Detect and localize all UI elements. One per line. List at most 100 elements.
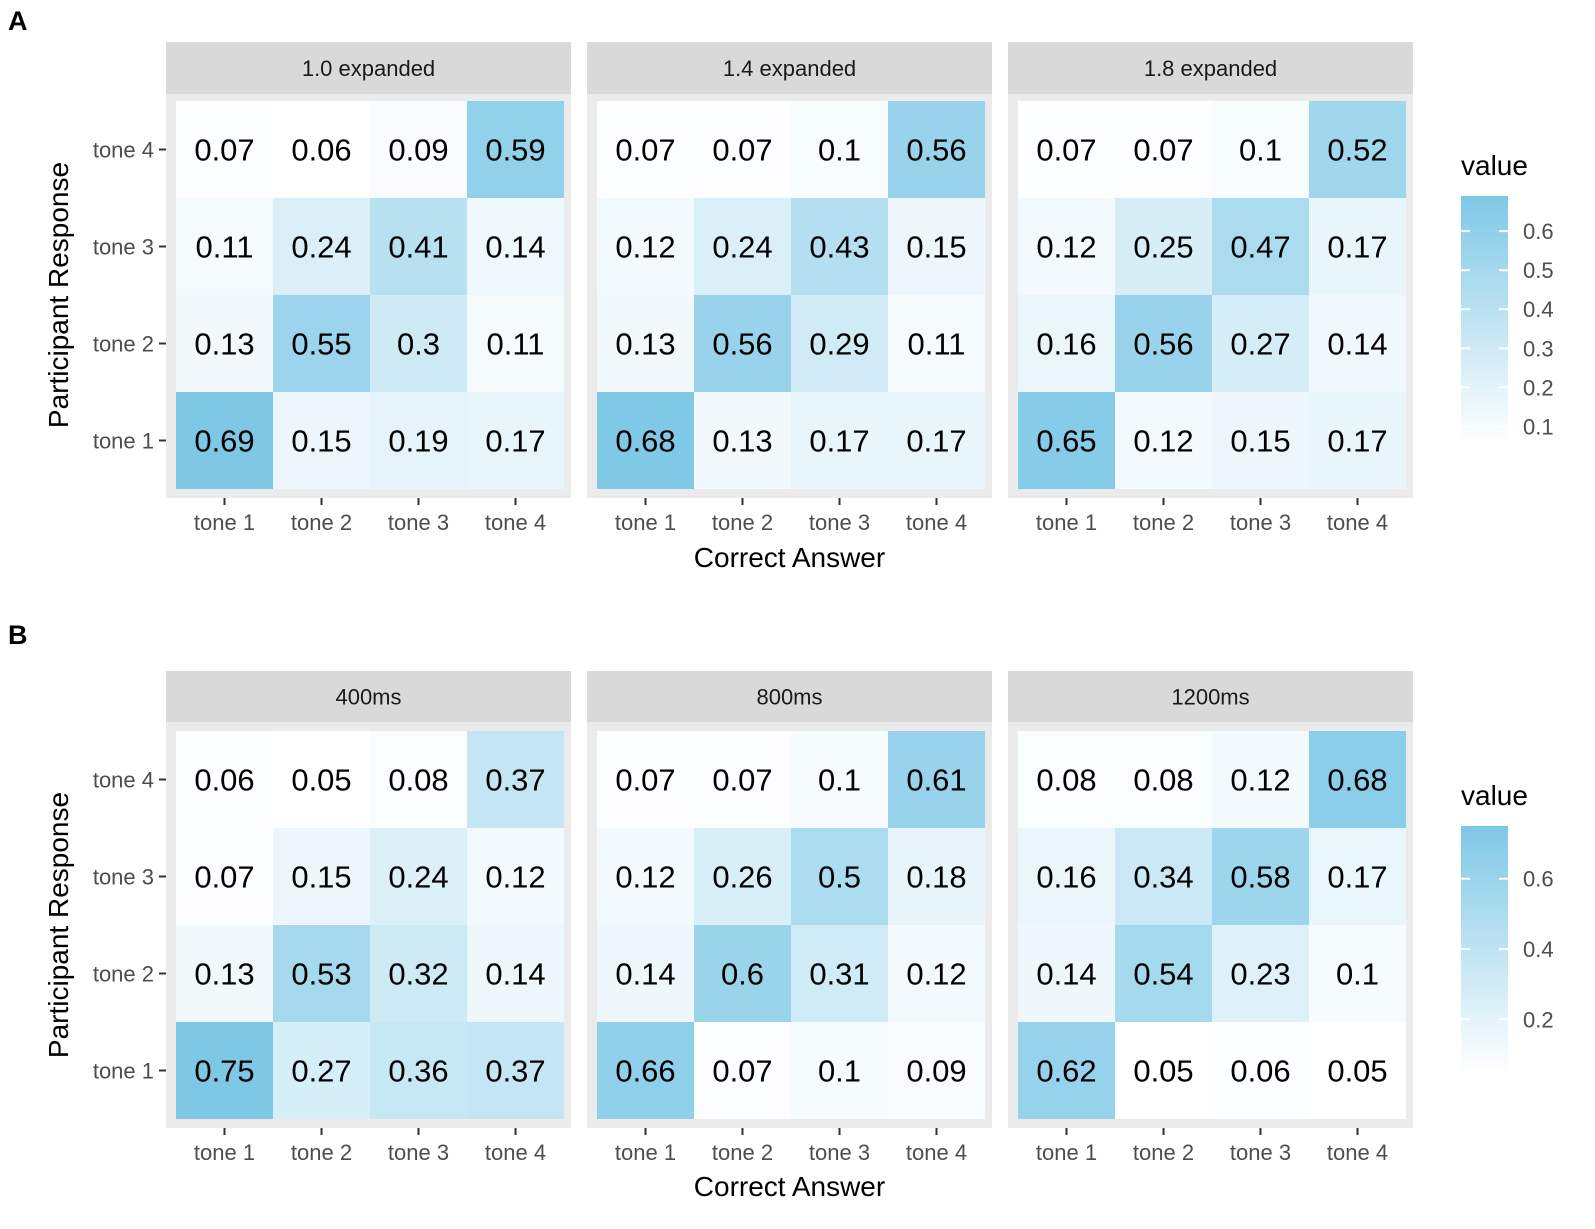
tile-value-label: 0.24 — [291, 230, 351, 265]
heatmap-tile — [791, 925, 888, 1022]
heatmap-tile — [1212, 1022, 1309, 1119]
facet-strip — [1008, 42, 1413, 94]
heatmap-tile — [467, 1022, 564, 1119]
heatmap-tile — [791, 731, 888, 828]
tile-value-label: 0.06 — [194, 763, 254, 798]
x-tick-label: tone 4 — [906, 510, 967, 535]
tile-value-label: 0.58 — [1230, 860, 1290, 895]
x-tick-label: tone 1 — [1036, 1140, 1097, 1165]
heatmap-tile — [888, 392, 985, 489]
heatmap-tile — [1212, 392, 1309, 489]
tile-value-label: 0.11 — [907, 327, 965, 362]
tile-value-label: 0.07 — [712, 763, 772, 798]
facet-label: 1200ms — [1171, 685, 1249, 710]
tile-value-label: 0.14 — [615, 957, 675, 992]
heatmap-tile — [1212, 295, 1309, 392]
tile-value-label: 0.07 — [712, 1054, 772, 1089]
facet-label: 1.4 expanded — [723, 56, 856, 81]
legend-colorbar — [1461, 196, 1508, 442]
heatmap-tile — [888, 731, 985, 828]
heatmap-tile — [1309, 392, 1406, 489]
heatmap-tile — [1018, 392, 1115, 489]
tile-value-label: 0.31 — [809, 957, 869, 992]
tile-value-label: 0.09 — [906, 1054, 966, 1089]
heatmap-tile — [694, 1022, 791, 1119]
panel-letter: B — [8, 620, 28, 650]
tile-value-label: 0.07 — [615, 133, 675, 168]
x-tick-label: tone 1 — [194, 510, 255, 535]
heatmap-tile — [176, 198, 273, 295]
heatmap-tile — [370, 392, 467, 489]
heatmap-tile — [273, 828, 370, 925]
heatmap-tile — [1018, 828, 1115, 925]
tile-value-label: 0.12 — [615, 860, 675, 895]
heatmap-tile — [791, 1022, 888, 1119]
tile-value-label: 0.65 — [1036, 424, 1096, 459]
tile-value-label: 0.62 — [1036, 1054, 1096, 1089]
tile-value-label: 0.6 — [721, 957, 764, 992]
heatmap-tile — [597, 828, 694, 925]
heatmap-tile — [694, 925, 791, 1022]
tile-value-label: 0.12 — [485, 860, 545, 895]
x-axis-title: Correct Answer — [694, 1171, 885, 1202]
x-axis-title: Correct Answer — [694, 542, 885, 573]
y-axis-title: Participant Response — [43, 162, 74, 428]
heatmap-tile — [597, 198, 694, 295]
x-tick-label: tone 2 — [291, 510, 352, 535]
heatmap-tile — [888, 1022, 985, 1119]
heatmap-tile — [370, 295, 467, 392]
facet-strip — [166, 671, 571, 722]
heatmap-tile — [694, 198, 791, 295]
heatmap-tile — [273, 295, 370, 392]
tile-value-label: 0.15 — [291, 424, 351, 459]
heatmap-tile — [273, 101, 370, 198]
heatmap-tile — [370, 198, 467, 295]
heatmap-tile — [467, 925, 564, 1022]
x-tick-label: tone 4 — [485, 510, 546, 535]
tile-value-label: 0.1 — [818, 133, 861, 168]
tile-value-label: 0.25 — [1133, 230, 1193, 265]
heatmap-tile — [888, 101, 985, 198]
x-tick-label: tone 2 — [291, 1140, 352, 1165]
heatmap-tile — [791, 295, 888, 392]
heatmap-tile — [1018, 101, 1115, 198]
tile-value-label: 0.16 — [1036, 327, 1096, 362]
tile-value-label: 0.54 — [1133, 957, 1193, 992]
tile-value-label: 0.27 — [291, 1054, 351, 1089]
tile-value-label: 0.24 — [712, 230, 772, 265]
tile-value-label: 0.17 — [1327, 424, 1387, 459]
tile-value-label: 0.16 — [1036, 860, 1096, 895]
heatmap-tile — [1115, 295, 1212, 392]
tile-value-label: 0.08 — [1133, 763, 1193, 798]
heatmap-tile — [888, 925, 985, 1022]
tile-value-label: 0.08 — [388, 763, 448, 798]
tile-value-label: 0.29 — [809, 327, 869, 362]
tile-value-label: 0.08 — [1036, 763, 1096, 798]
tile-value-label: 0.47 — [1230, 230, 1290, 265]
heatmap-tile — [1212, 925, 1309, 1022]
x-tick-label: tone 3 — [1230, 1140, 1291, 1165]
tile-value-label: 0.11 — [195, 230, 253, 265]
heatmap-tile — [467, 828, 564, 925]
tile-value-label: 0.55 — [291, 327, 351, 362]
heatmap-tile — [888, 295, 985, 392]
heatmap-tile — [1115, 198, 1212, 295]
heatmap-tile — [791, 198, 888, 295]
tile-value-label: 0.23 — [1230, 957, 1290, 992]
heatmap-tile — [1309, 295, 1406, 392]
heatmap-tile — [1309, 101, 1406, 198]
facet-strip — [587, 42, 992, 94]
x-tick-label: tone 3 — [809, 1140, 870, 1165]
y-tick-label: tone 3 — [93, 235, 154, 260]
heatmap-tile — [694, 828, 791, 925]
tile-value-label: 0.07 — [1036, 133, 1096, 168]
heatmap-tile — [597, 392, 694, 489]
legend-tick-label: 0.6 — [1523, 867, 1554, 892]
legend-tick-label: 0.2 — [1523, 375, 1554, 400]
facet-strip — [1008, 671, 1413, 722]
heatmap-tile — [176, 392, 273, 489]
tile-value-label: 0.15 — [1230, 424, 1290, 459]
heatmap-tile — [273, 731, 370, 828]
x-tick-label: tone 1 — [194, 1140, 255, 1165]
tile-value-label: 0.56 — [1133, 327, 1193, 362]
